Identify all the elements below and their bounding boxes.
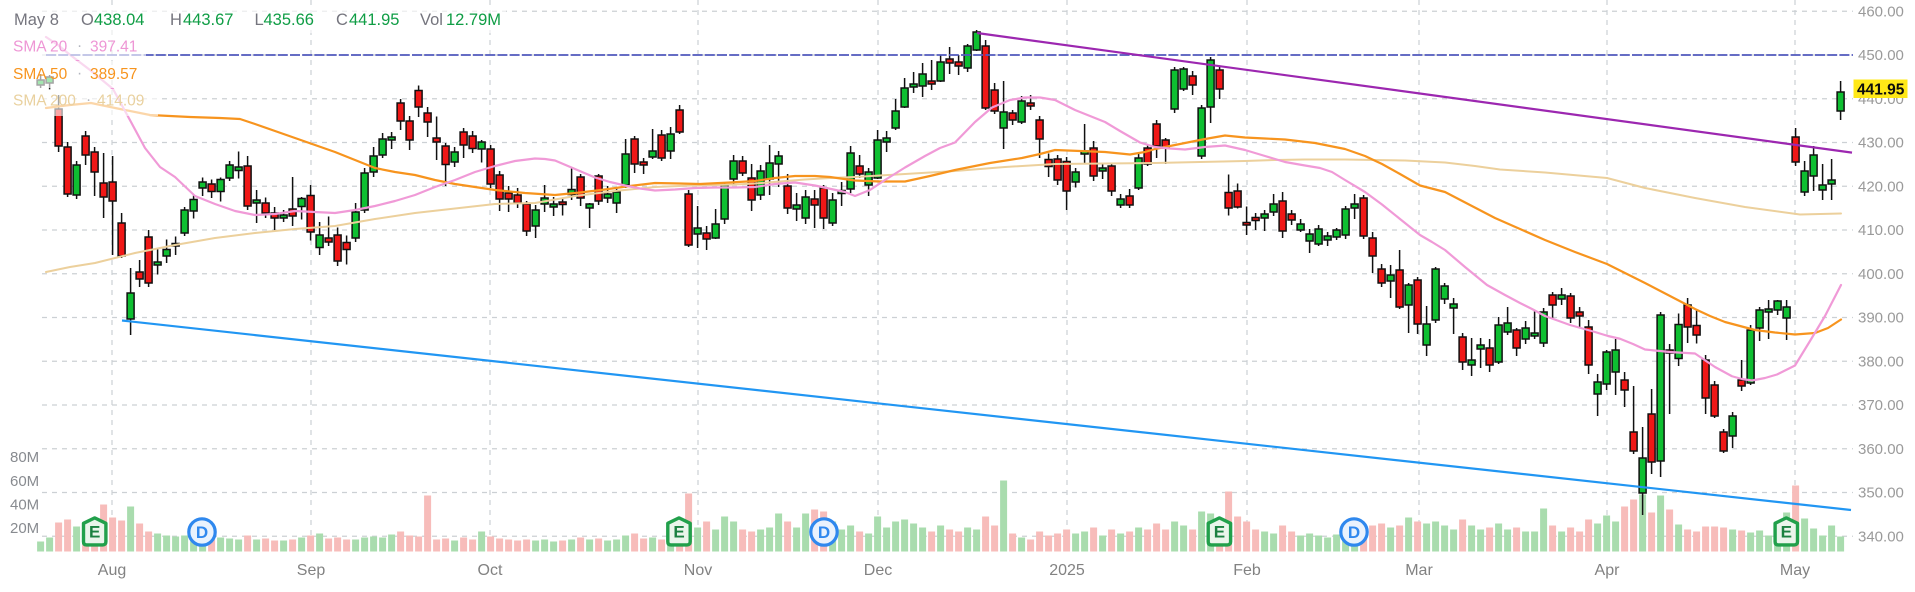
svg-text:Sep: Sep — [297, 562, 326, 579]
svg-text:443.67: 443.67 — [183, 11, 233, 29]
svg-text:·: · — [77, 38, 82, 55]
svg-text:Vol: Vol — [420, 11, 443, 29]
svg-text:·: · — [86, 92, 91, 109]
svg-text:380.00: 380.00 — [1858, 353, 1904, 370]
svg-text:O: O — [81, 11, 94, 29]
svg-text:L: L — [255, 11, 264, 29]
svg-text:400.00: 400.00 — [1858, 266, 1904, 283]
svg-text:C: C — [336, 11, 348, 29]
svg-text:E: E — [89, 523, 100, 542]
svg-text:450.00: 450.00 — [1858, 47, 1904, 64]
svg-text:370.00: 370.00 — [1858, 397, 1904, 414]
svg-text:D: D — [196, 523, 208, 542]
svg-text:420.00: 420.00 — [1858, 178, 1904, 195]
svg-text:438.04: 438.04 — [94, 11, 144, 29]
svg-text:20M: 20M — [10, 520, 39, 537]
svg-text:D: D — [1348, 523, 1360, 542]
svg-text:Aug: Aug — [98, 562, 126, 579]
svg-text:441.95: 441.95 — [349, 11, 399, 29]
svg-text:Dec: Dec — [864, 562, 892, 579]
svg-text:389.57: 389.57 — [90, 66, 137, 83]
svg-text:414.09: 414.09 — [97, 93, 144, 110]
svg-text:Apr: Apr — [1595, 562, 1621, 579]
svg-text:Nov: Nov — [684, 562, 712, 579]
svg-text:60M: 60M — [10, 473, 39, 490]
svg-text:·: · — [77, 65, 82, 82]
svg-text:Oct: Oct — [478, 562, 503, 579]
svg-text:H: H — [170, 11, 182, 29]
svg-text:SMA 200: SMA 200 — [13, 93, 76, 110]
svg-text:12.79M: 12.79M — [446, 11, 501, 29]
svg-text:460.00: 460.00 — [1858, 3, 1904, 20]
svg-text:435.66: 435.66 — [264, 11, 314, 29]
svg-text:Mar: Mar — [1405, 562, 1433, 579]
svg-text:2025: 2025 — [1049, 562, 1085, 579]
svg-text:360.00: 360.00 — [1858, 441, 1904, 458]
svg-text:397.41: 397.41 — [90, 39, 137, 56]
svg-text:441.95: 441.95 — [1857, 82, 1905, 99]
svg-text:410.00: 410.00 — [1858, 222, 1904, 239]
svg-text:D: D — [818, 523, 830, 542]
svg-text:340.00: 340.00 — [1858, 529, 1904, 546]
svg-text:390.00: 390.00 — [1858, 310, 1904, 327]
svg-text:E: E — [673, 523, 684, 542]
svg-text:350.00: 350.00 — [1858, 485, 1904, 502]
svg-text:SMA 20: SMA 20 — [13, 39, 68, 56]
svg-text:May: May — [1780, 562, 1810, 579]
svg-text:E: E — [1781, 523, 1792, 542]
svg-text:May 8: May 8 — [14, 11, 59, 29]
svg-text:Feb: Feb — [1233, 562, 1261, 579]
svg-text:SMA 50: SMA 50 — [13, 66, 68, 83]
svg-text:80M: 80M — [10, 449, 39, 466]
svg-text:430.00: 430.00 — [1858, 135, 1904, 152]
svg-text:E: E — [1214, 523, 1225, 542]
svg-text:40M: 40M — [10, 496, 39, 513]
